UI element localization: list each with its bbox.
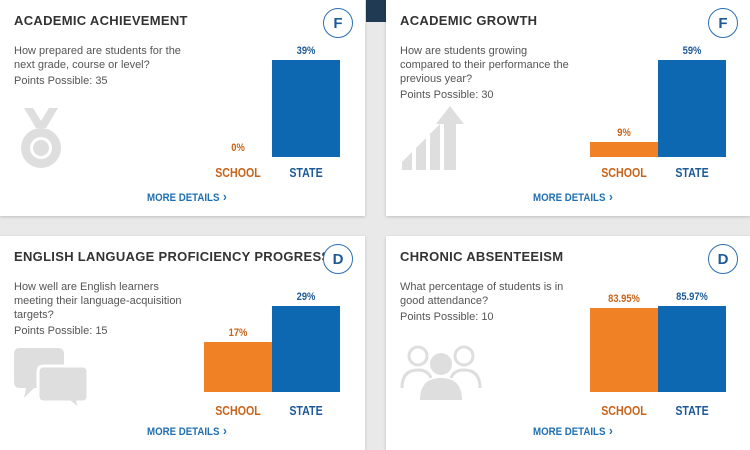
growth-arrow-icon bbox=[402, 106, 464, 170]
school-axis-label: SCHOOL bbox=[601, 165, 647, 180]
more-details-link[interactable]: MORE DETAILS › bbox=[533, 423, 613, 438]
question-text: How are students growing compared to the… bbox=[400, 45, 569, 85]
state-value-label: 29% bbox=[296, 291, 316, 303]
more-details-label[interactable]: MORE DETAILS bbox=[147, 426, 220, 438]
school-value-label: 17% bbox=[228, 327, 248, 339]
more-details-label[interactable]: MORE DETAILS bbox=[533, 426, 606, 438]
more-details-link[interactable]: MORE DETAILS › bbox=[533, 189, 613, 204]
points-possible: Points Possible: 35 bbox=[14, 75, 108, 87]
points-possible: Points Possible: 10 bbox=[400, 311, 494, 323]
state-value-label: 85.97% bbox=[676, 291, 708, 303]
card-chronic-absenteeism: CHRONIC ABSENTEEISM D What percentage of… bbox=[386, 236, 750, 450]
chevron-right-icon: › bbox=[608, 423, 613, 438]
grade-badge: D bbox=[708, 244, 738, 274]
state-axis-label: STATE bbox=[289, 403, 323, 418]
speech-bubbles-icon bbox=[14, 348, 88, 410]
state-axis-label: STATE bbox=[675, 165, 709, 180]
more-details-link[interactable]: MORE DETAILS › bbox=[147, 423, 227, 438]
state-value-label: 59% bbox=[682, 45, 702, 57]
state-bar bbox=[658, 60, 726, 157]
grade-badge: F bbox=[708, 8, 738, 38]
card-title: ACADEMIC ACHIEVEMENT bbox=[14, 13, 188, 28]
card-question: How are students growing compared to the… bbox=[400, 44, 575, 102]
school-bar bbox=[590, 142, 658, 157]
header-strip bbox=[366, 0, 386, 22]
state-bar bbox=[272, 60, 340, 157]
card-question: How prepared are students for the next g… bbox=[14, 44, 189, 88]
card-academic-achievement: ACADEMIC ACHIEVEMENT F How prepared are … bbox=[0, 0, 365, 216]
question-text: What percentage of students is in good a… bbox=[400, 281, 564, 307]
medal-icon bbox=[21, 108, 61, 168]
school-axis-label: SCHOOL bbox=[601, 403, 647, 418]
school-value-label: 83.95% bbox=[608, 293, 640, 305]
state-bar bbox=[658, 306, 726, 392]
more-details-label[interactable]: MORE DETAILS bbox=[533, 192, 606, 204]
school-bar bbox=[204, 342, 272, 392]
school-axis-label: SCHOOL bbox=[215, 165, 261, 180]
school-value-label: 9% bbox=[617, 127, 631, 139]
more-details-label[interactable]: MORE DETAILS bbox=[147, 192, 220, 204]
state-value-label: 39% bbox=[296, 45, 316, 57]
school-value-label: 0% bbox=[231, 142, 245, 154]
card-academic-growth: ACADEMIC GROWTH F How are students growi… bbox=[386, 0, 750, 216]
grade-badge: F bbox=[323, 8, 353, 38]
grade-badge: D bbox=[323, 244, 353, 274]
card-title: CHRONIC ABSENTEEISM bbox=[400, 249, 564, 264]
question-text: How prepared are students for the next g… bbox=[14, 45, 181, 71]
card-title: ENGLISH LANGUAGE PROFICIENCY PROGRESS bbox=[14, 249, 331, 264]
state-axis-label: STATE bbox=[675, 403, 709, 418]
more-details-link[interactable]: MORE DETAILS › bbox=[147, 189, 227, 204]
state-axis-label: STATE bbox=[289, 165, 323, 180]
chevron-right-icon: › bbox=[222, 423, 227, 438]
state-bar bbox=[272, 306, 340, 392]
chevron-right-icon: › bbox=[608, 189, 613, 204]
question-text: How well are English learners meeting th… bbox=[14, 281, 182, 321]
points-possible: Points Possible: 30 bbox=[400, 89, 494, 101]
school-bar bbox=[590, 308, 658, 392]
points-possible: Points Possible: 15 bbox=[14, 325, 108, 337]
card-title: ACADEMIC GROWTH bbox=[400, 13, 538, 28]
chevron-right-icon: › bbox=[222, 189, 227, 204]
card-question: What percentage of students is in good a… bbox=[400, 280, 575, 324]
school-axis-label: SCHOOL bbox=[215, 403, 261, 418]
card-english-language-proficiency: ENGLISH LANGUAGE PROFICIENCY PROGRESS D … bbox=[0, 236, 365, 450]
card-question: How well are English learners meeting th… bbox=[14, 280, 189, 338]
people-group-icon bbox=[400, 345, 482, 400]
